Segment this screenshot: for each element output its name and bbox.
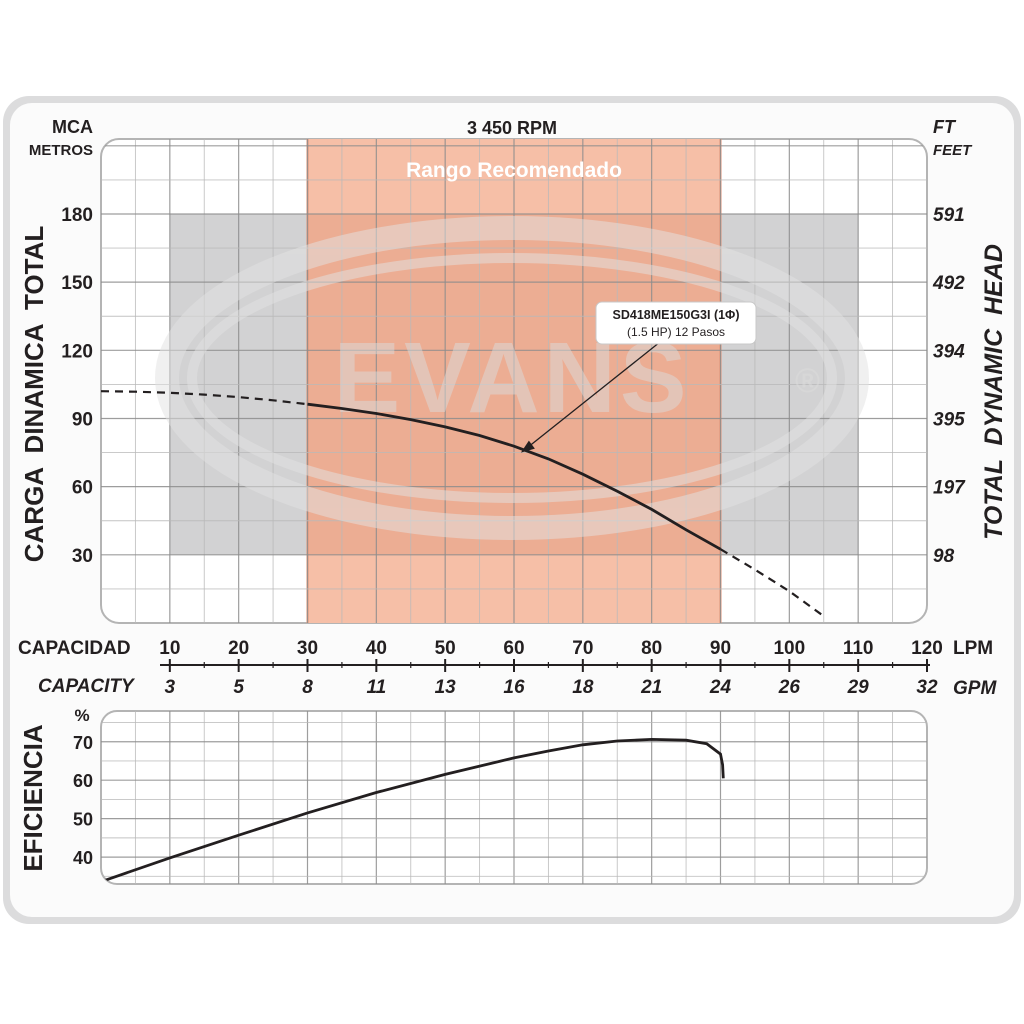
head-plot: EVANS ®Rango Recomendado <box>101 139 927 623</box>
head-y-tick-label: 150 <box>61 273 93 294</box>
efficiency-y-axis-title: EFICIENCIA <box>18 724 48 872</box>
capacity-axis-title: CAPACIDAD <box>18 638 131 659</box>
head-curve-dashed-left <box>101 390 308 406</box>
capacity-tick-label-secondary: 32 <box>916 677 938 698</box>
capacity-unit-label: LPM <box>953 638 993 659</box>
watermark-ellipse-outer <box>155 216 869 540</box>
capacity-tick-label: 100 <box>773 638 805 659</box>
series-name-label: SD418ME150G3I (1Φ) <box>613 308 740 322</box>
head-y-tick-label-right: 98 <box>933 546 955 567</box>
capacity-tick-label-secondary: 5 <box>233 677 244 698</box>
capacity-axis-title-secondary: CAPACITY <box>38 676 136 697</box>
head-y-tick-label: 90 <box>72 409 93 430</box>
left-unit-label: MCA <box>52 117 93 137</box>
head-y-tick-label-right: 395 <box>933 409 965 430</box>
eff-plot-content <box>101 711 927 884</box>
capacity-tick-label-secondary: 24 <box>709 677 732 698</box>
capacity-tick-label: 40 <box>366 638 387 659</box>
capacity-tick-label-secondary: 11 <box>366 677 386 698</box>
callout-arrowhead <box>520 440 535 453</box>
efficiency-y-tick-label: 40 <box>73 848 93 868</box>
capacity-tick-label-secondary: 29 <box>847 677 870 698</box>
left-unit-sub-label: METROS <box>29 142 93 159</box>
capacity-tick-label: 60 <box>503 638 524 659</box>
right-unit-label: FT <box>933 117 957 137</box>
efficiency-unit-label: % <box>74 706 89 725</box>
head-y-tick-label-right: 394 <box>933 341 965 362</box>
head-y-axis-title-right: TOTAL DYNAMIC HEAD <box>980 244 1008 540</box>
capacity-tick-label: 80 <box>641 638 662 659</box>
efficiency-y-tick-label: 70 <box>73 733 93 753</box>
capacity-tick-label-secondary: 18 <box>572 677 594 698</box>
head-curve-dashed-right <box>719 548 825 618</box>
head-curve-solid <box>307 402 722 551</box>
capacity-tick-label-secondary: 26 <box>778 677 801 698</box>
capacity-tick-label: 30 <box>297 638 318 659</box>
series-subtitle-label: (1.5 HP) 12 Pasos <box>627 325 725 339</box>
efficiency-y-tick-label: 50 <box>73 810 93 830</box>
capacity-tick-label-secondary: 8 <box>302 677 313 698</box>
capacity-tick-label: 120 <box>911 638 943 659</box>
callout-box <box>595 301 757 345</box>
recommended-range-label: Rango Recomendado <box>406 159 622 182</box>
capacity-tick-label: 50 <box>435 638 456 659</box>
head-y-tick-label-right: 492 <box>932 273 965 294</box>
capacity-tick-label: 110 <box>843 638 874 659</box>
head-y-tick-label-right: 197 <box>933 478 966 499</box>
head-y-tick-label: 180 <box>61 205 93 226</box>
callout-leader <box>524 341 661 451</box>
head-y-axis-title: CARGA DINAMICA TOTAL <box>19 226 49 563</box>
head-y-tick-label-right: 591 <box>933 205 965 226</box>
head-y-tick-label: 30 <box>72 546 93 567</box>
watermark-ellipse-inner <box>187 253 837 503</box>
head-plot-content: EVANS ®Rango Recomendado <box>101 139 927 623</box>
efficiency-y-tick-label: 60 <box>73 771 93 791</box>
capacity-tick-label: 10 <box>159 638 180 659</box>
capacity-tick-label-secondary: 16 <box>503 677 525 698</box>
capacity-tick-label: 20 <box>228 638 249 659</box>
capacity-axis: 10 3 20 5 30 8 40 11 50 13 60 16 70 18 80 21 90 24 100 26 11… <box>159 638 943 698</box>
head-y-tick-label: 60 <box>72 478 93 499</box>
capacity-tick-label-secondary: 13 <box>435 677 457 698</box>
capacity-tick-label: 90 <box>710 638 731 659</box>
capacity-unit-label-secondary: GPM <box>953 678 997 699</box>
capacity-tick-label-secondary: 21 <box>640 677 662 698</box>
head-y-tick-label: 120 <box>61 341 93 362</box>
capacity-tick-label: 70 <box>572 638 593 659</box>
efficiency-plot: 40 50 60 70 <box>73 711 927 884</box>
watermark-registered-mark: ® <box>795 362 820 400</box>
right-unit-sub-label: FEET <box>933 142 973 159</box>
capacity-tick-label-secondary: 3 <box>165 677 176 698</box>
speed-label: 3 450 RPM <box>467 118 557 138</box>
efficiency-curve <box>101 737 725 884</box>
